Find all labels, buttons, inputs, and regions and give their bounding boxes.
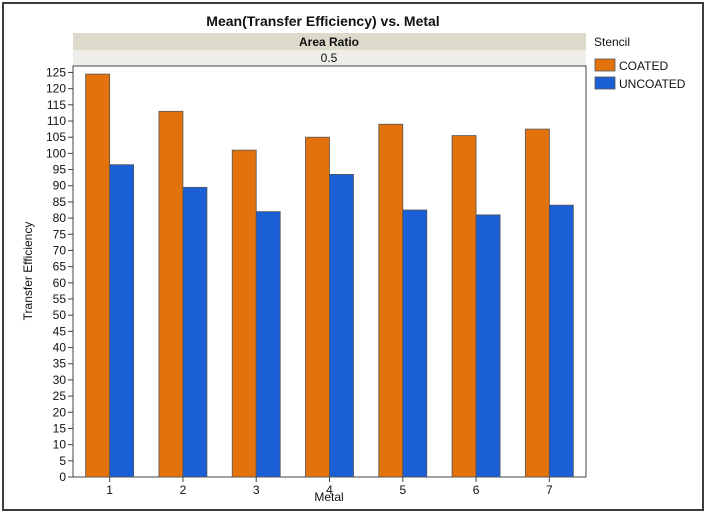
x-tick-label: 2 bbox=[180, 483, 187, 497]
x-tick-label: 6 bbox=[473, 483, 480, 497]
y-tick-label: 120 bbox=[46, 82, 66, 96]
bar-coated-5 bbox=[378, 123, 404, 478]
x-axis: 1 2 3 4 5 6 7 bbox=[106, 477, 553, 497]
bar-uncoated-7 bbox=[548, 204, 574, 478]
bar-coated-3 bbox=[231, 149, 257, 478]
group-header-value: 0.5 bbox=[321, 51, 338, 65]
y-tick-label: 105 bbox=[46, 130, 66, 144]
bar-coated-7 bbox=[524, 128, 550, 478]
bar-coated-2 bbox=[158, 110, 184, 478]
y-tick-label: 100 bbox=[46, 146, 66, 160]
y-axis-label: Transfer Efficiency bbox=[21, 222, 35, 321]
y-tick-label: 40 bbox=[53, 341, 67, 355]
group-header-label: Area Ratio bbox=[299, 35, 359, 49]
bar-uncoated-2 bbox=[182, 186, 208, 478]
bar-chart: Mean(Transfer Efficiency) vs. Metal Area… bbox=[21, 13, 686, 504]
legend-swatch-uncoated bbox=[594, 76, 616, 90]
legend-title: Stencil bbox=[594, 35, 630, 49]
x-tick-label: 5 bbox=[399, 483, 406, 497]
group-header-value-bar bbox=[73, 50, 586, 66]
y-tick-label: 75 bbox=[53, 227, 67, 241]
legend: Stencil COATED UNCOATED bbox=[594, 35, 686, 91]
y-tick-label: 110 bbox=[47, 114, 66, 128]
y-tick-label: 30 bbox=[53, 373, 67, 387]
y-tick-label: 55 bbox=[53, 292, 67, 306]
y-tick-label: 90 bbox=[53, 179, 67, 193]
bar-uncoated-5 bbox=[402, 209, 428, 478]
legend-label-coated: COATED bbox=[619, 59, 668, 73]
y-axis: 0 5 10 15 20 25 30 35 40 45 50 55 60 65 70 75 80 85 90 95 10… bbox=[46, 65, 73, 484]
bar-uncoated-3 bbox=[255, 211, 281, 478]
x-axis-label: Metal bbox=[314, 490, 343, 504]
x-tick-label: 3 bbox=[253, 483, 260, 497]
y-tick-label: 125 bbox=[46, 65, 66, 79]
bar-uncoated-1 bbox=[109, 164, 135, 478]
y-tick-label: 35 bbox=[53, 357, 67, 371]
y-tick-label: 80 bbox=[53, 211, 67, 225]
legend-swatch-coated bbox=[594, 58, 616, 72]
bar-coated-6 bbox=[451, 135, 477, 478]
bars bbox=[85, 73, 574, 478]
group-header-label-bar bbox=[73, 33, 586, 50]
y-tick-label: 95 bbox=[53, 163, 67, 177]
chart-frame: Mean(Transfer Efficiency) vs. Metal Area… bbox=[2, 2, 704, 511]
y-tick-label: 70 bbox=[53, 243, 67, 257]
bar-uncoated-6 bbox=[475, 214, 501, 478]
x-tick-label: 7 bbox=[546, 483, 553, 497]
y-tick-label: 0 bbox=[59, 470, 66, 484]
bar-uncoated-4 bbox=[329, 174, 354, 478]
y-tick-label: 85 bbox=[53, 195, 67, 209]
y-tick-label: 15 bbox=[53, 421, 67, 435]
x-tick-label: 4 bbox=[326, 483, 333, 497]
y-tick-label: 60 bbox=[53, 276, 67, 290]
y-tick-label: 115 bbox=[47, 98, 66, 112]
chart-title: Mean(Transfer Efficiency) vs. Metal bbox=[206, 13, 439, 29]
bar-coated-1 bbox=[85, 73, 111, 478]
y-tick-label: 5 bbox=[59, 454, 66, 468]
y-tick-label: 45 bbox=[53, 324, 67, 338]
bar-coated-4 bbox=[305, 136, 330, 478]
y-tick-label: 65 bbox=[53, 260, 67, 274]
y-tick-label: 25 bbox=[53, 389, 67, 403]
y-tick-label: 20 bbox=[53, 405, 67, 419]
y-tick-label: 50 bbox=[53, 308, 67, 322]
x-tick-label: 1 bbox=[106, 483, 113, 497]
y-tick-label: 10 bbox=[53, 438, 67, 452]
legend-label-uncoated: UNCOATED bbox=[619, 77, 686, 91]
